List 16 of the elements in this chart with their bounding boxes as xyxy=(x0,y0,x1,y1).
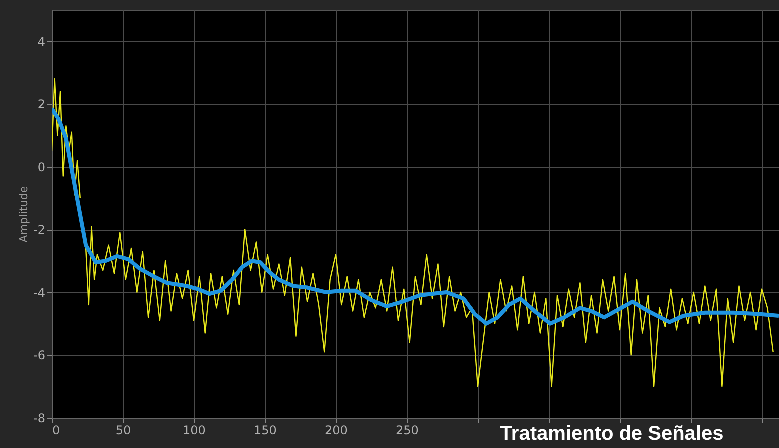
line-series xyxy=(52,106,779,326)
x-tick-label: 0 xyxy=(52,424,60,438)
x-tick-label: 150 xyxy=(254,424,277,438)
y-tick-label: -2 xyxy=(34,223,46,238)
text: Tratamiento de Señales xyxy=(500,423,724,445)
y-tick-label: -4 xyxy=(34,286,46,300)
y-tick-label: 2 xyxy=(38,98,46,112)
y-tick-label: 4 xyxy=(38,34,46,49)
y-tick-label: -6 xyxy=(34,348,46,363)
x-tick-label: 100 xyxy=(183,424,206,438)
x-tick-label: 250 xyxy=(396,424,419,438)
x-tick-label: 50 xyxy=(116,424,132,438)
y-tick-label: -8 xyxy=(34,412,46,426)
x-tick-label: 200 xyxy=(325,424,348,438)
y-axis-title: Amplitude xyxy=(18,186,31,243)
y-tick-label: 0 xyxy=(38,160,46,174)
